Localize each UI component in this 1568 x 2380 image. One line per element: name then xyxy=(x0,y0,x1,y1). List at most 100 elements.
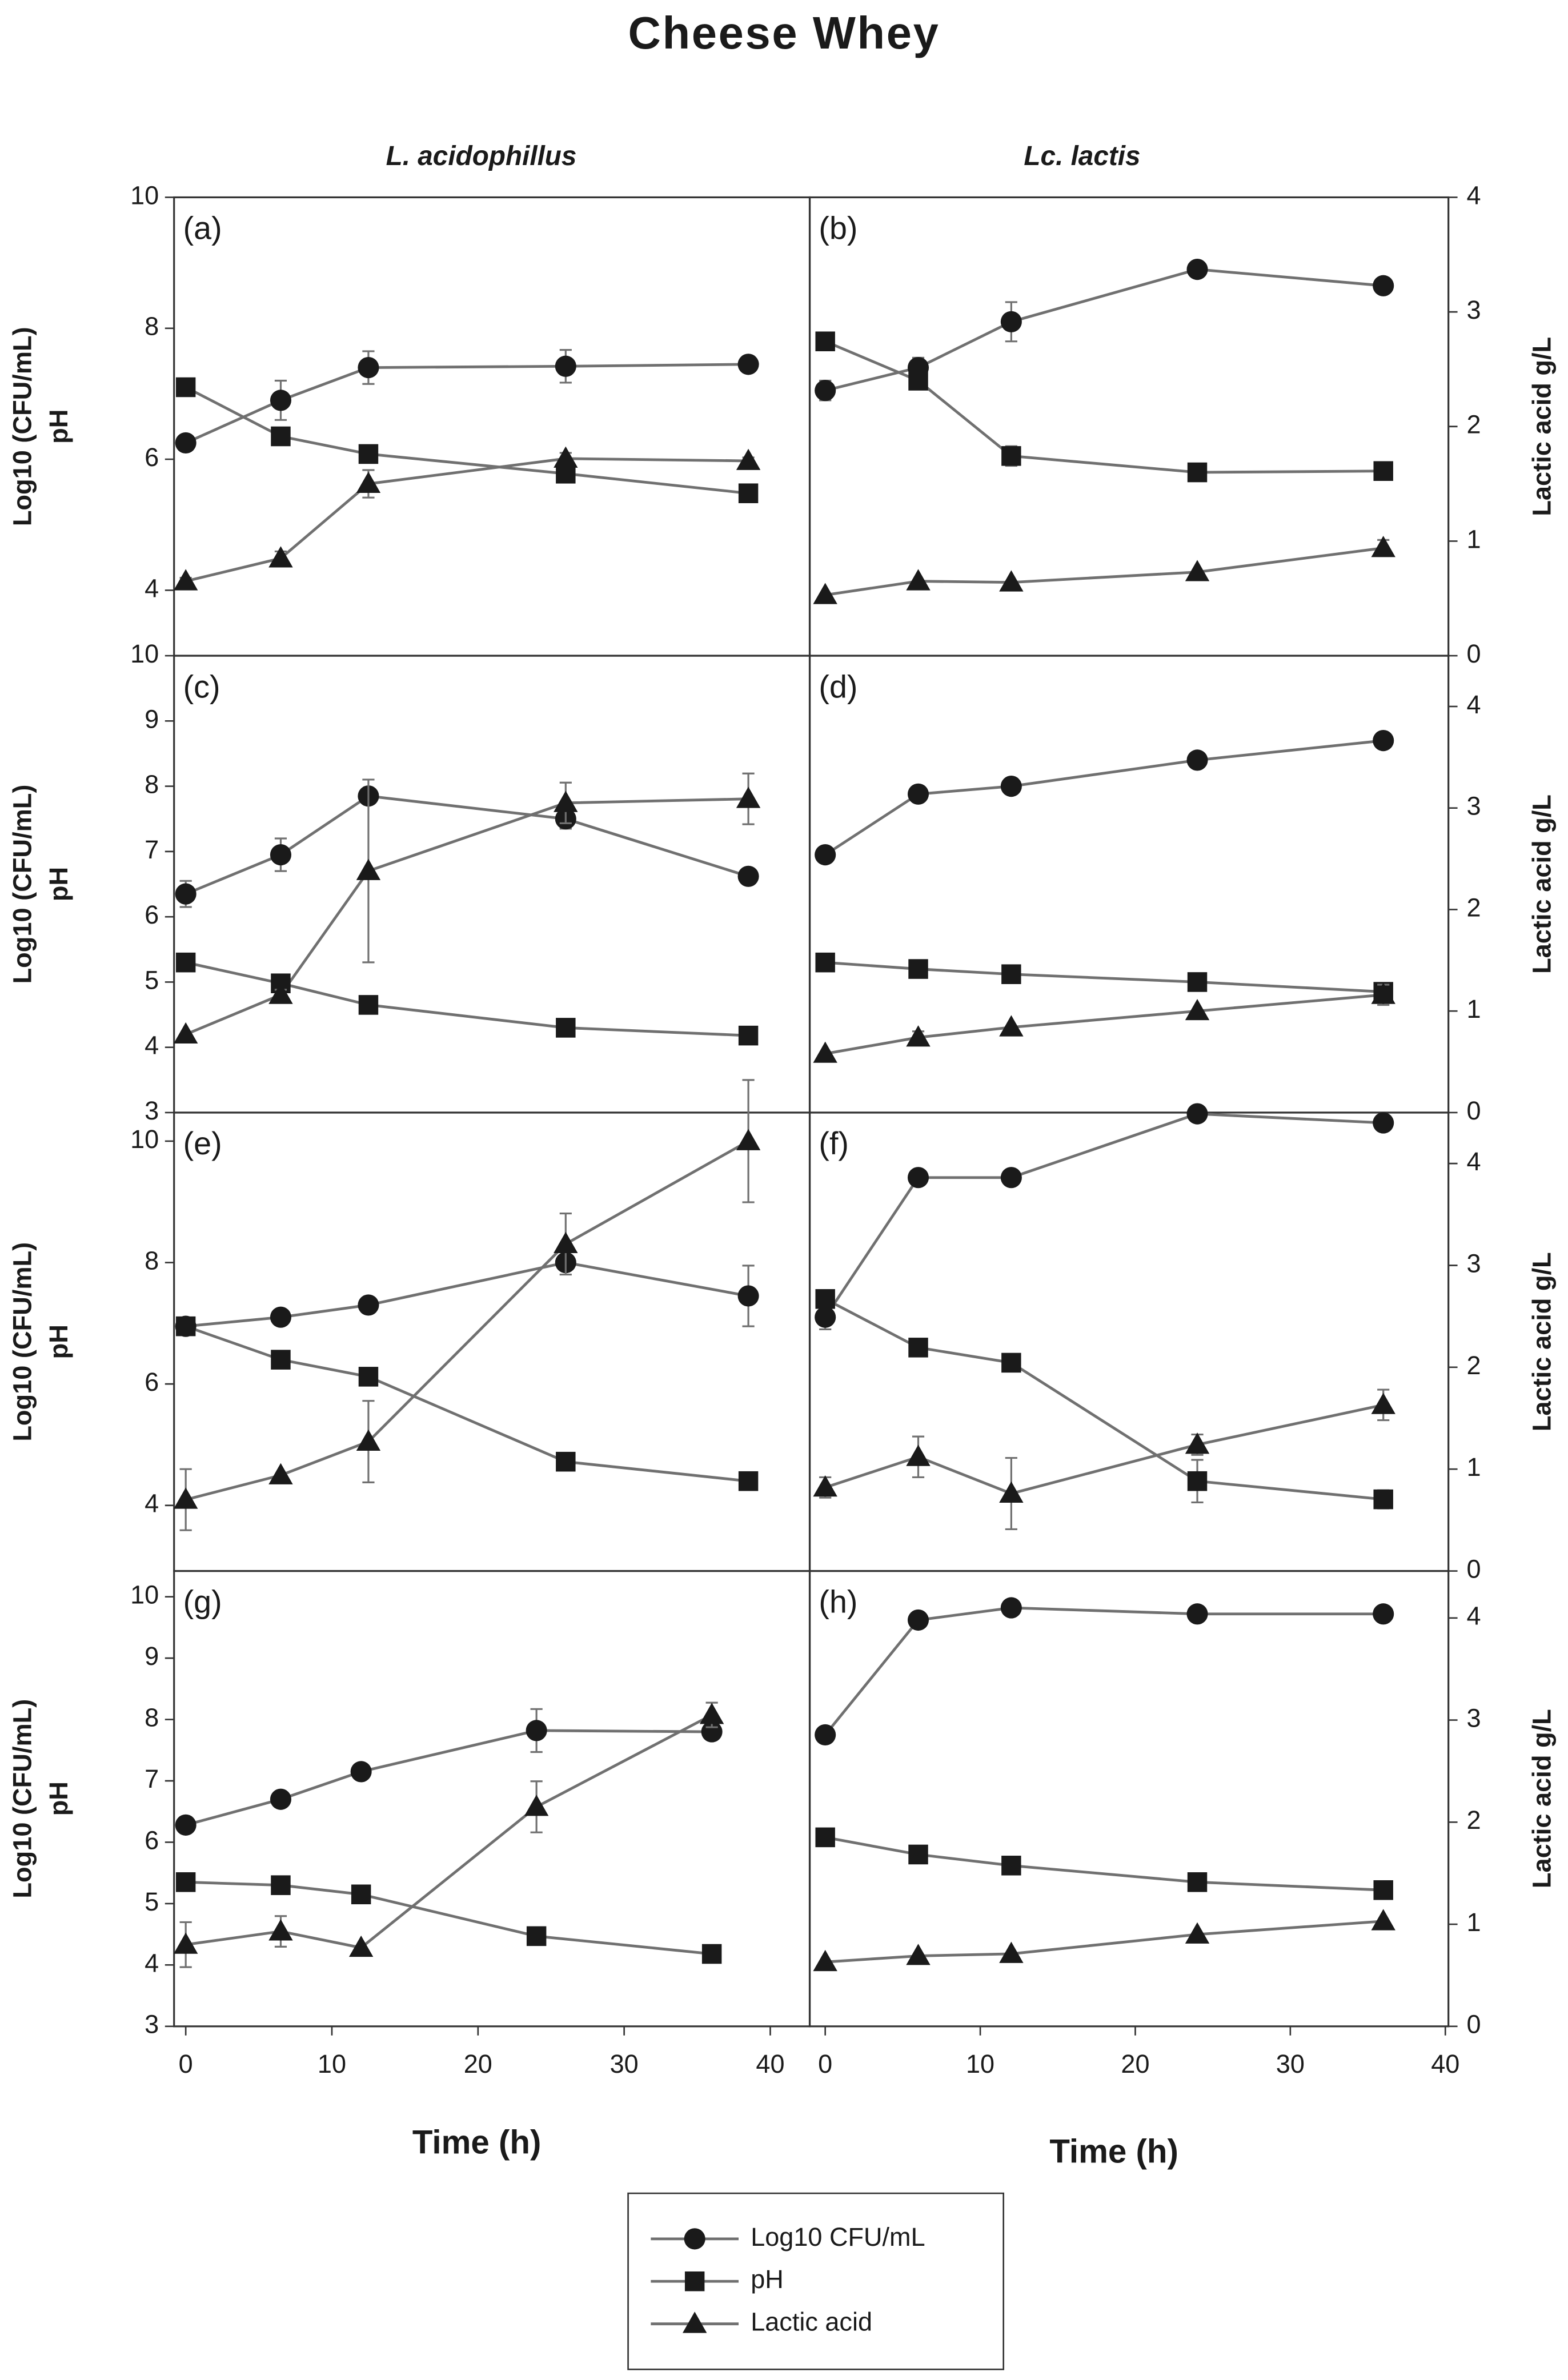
panel-label: (d) xyxy=(819,669,857,704)
data-point xyxy=(350,1761,372,1783)
data-point xyxy=(738,483,759,503)
data-point xyxy=(173,1932,198,1954)
series-line xyxy=(185,1325,749,1483)
y-tick-label: 9 xyxy=(145,1641,159,1671)
y-axis-label: pH xyxy=(44,1781,73,1816)
data-point xyxy=(1186,749,1208,771)
y2-tick-label: 4 xyxy=(1466,690,1481,719)
legend-box xyxy=(627,2192,1005,2370)
y2-tick-label: 0 xyxy=(1466,639,1481,668)
data-point xyxy=(815,331,835,351)
data-point xyxy=(1001,446,1021,466)
data-point xyxy=(1185,1922,1210,1944)
y2-tick-label: 2 xyxy=(1466,1805,1481,1835)
data-point xyxy=(813,1475,837,1497)
y-tick-label: 10 xyxy=(130,180,159,210)
panel-label: (b) xyxy=(819,211,857,246)
data-point xyxy=(1371,536,1395,557)
legend-marker xyxy=(682,2311,707,2333)
data-point xyxy=(999,1941,1024,1963)
y-tick-label: 4 xyxy=(145,573,159,603)
data-point xyxy=(813,1949,837,1972)
data-point xyxy=(908,1844,928,1865)
data-point xyxy=(271,426,291,447)
x-tick-label: 10 xyxy=(318,2049,346,2078)
legend-label: pH xyxy=(751,2265,784,2294)
data-point xyxy=(1187,1872,1208,1892)
data-point xyxy=(737,865,759,887)
y2-tick-label: 1 xyxy=(1466,524,1481,553)
y-tick-label: 3 xyxy=(145,1096,159,1125)
panel-frame xyxy=(808,655,1450,1114)
data-point xyxy=(815,844,836,866)
y-axis-label: Log10 (CFU/mL) xyxy=(7,1699,37,1899)
data-point xyxy=(907,783,929,805)
y-tick-label: 8 xyxy=(145,1246,159,1275)
y-axis-label: Log10 (CFU/mL) xyxy=(7,785,37,984)
data-point xyxy=(556,1018,576,1038)
series-line xyxy=(824,1112,1383,1318)
data-point xyxy=(554,790,578,812)
y2-tick-label: 1 xyxy=(1466,1452,1481,1482)
data-point xyxy=(270,1788,292,1810)
panel-label: (f) xyxy=(819,1126,849,1161)
y-tick-label: 3 xyxy=(145,2010,159,2039)
data-point xyxy=(1373,1112,1394,1134)
data-point xyxy=(907,1609,929,1631)
legend-label: Log10 CFU/mL xyxy=(751,2222,925,2251)
data-point xyxy=(908,959,928,979)
plot-area xyxy=(813,730,1395,1063)
data-point xyxy=(556,1451,576,1472)
y-tick-label: 10 xyxy=(130,1125,159,1154)
data-point xyxy=(738,1471,759,1491)
data-point xyxy=(271,1875,291,1895)
panel-frame xyxy=(173,196,811,657)
data-point xyxy=(1373,730,1394,752)
data-point xyxy=(175,377,196,398)
series-line xyxy=(185,1261,749,1328)
data-point xyxy=(554,446,578,468)
data-point xyxy=(268,546,293,568)
data-point xyxy=(175,1814,196,1836)
y2-axis-label: Lactic acid g/L xyxy=(1527,1709,1557,1888)
x-tick-label: 40 xyxy=(1431,2049,1459,2078)
data-point xyxy=(736,448,761,470)
data-point xyxy=(358,1367,379,1387)
data-point xyxy=(358,444,379,464)
x-tick-label: 20 xyxy=(1121,2049,1149,2078)
data-point xyxy=(699,1703,724,1724)
data-point xyxy=(1185,560,1210,581)
data-point xyxy=(175,1316,196,1337)
y-tick-label: 4 xyxy=(145,1031,159,1060)
y-tick-label: 6 xyxy=(145,1367,159,1396)
panel-frame xyxy=(173,1111,811,1572)
y-tick-label: 4 xyxy=(145,1489,159,1518)
data-point xyxy=(358,1294,379,1316)
y2-tick-label: 3 xyxy=(1466,792,1481,821)
y2-axis-label: Lactic acid g/L xyxy=(1527,794,1557,974)
y-axis-label: pH xyxy=(44,410,73,444)
data-point xyxy=(1000,311,1022,332)
data-point xyxy=(1371,982,1395,1004)
data-point xyxy=(351,1884,371,1905)
plot-area xyxy=(173,1701,724,1968)
data-point xyxy=(906,1444,931,1466)
data-point xyxy=(908,1338,928,1358)
y-tick-label: 6 xyxy=(145,1825,159,1855)
data-point xyxy=(270,390,292,411)
data-point xyxy=(524,1795,549,1816)
x-tick-label: 30 xyxy=(1276,2049,1305,2078)
y2-tick-label: 0 xyxy=(1466,1096,1481,1125)
data-point xyxy=(736,1129,761,1150)
data-point xyxy=(268,982,293,1004)
data-point xyxy=(815,380,836,402)
y2-axis-label: Lactic acid g/L xyxy=(1527,337,1557,516)
y2-tick-label: 3 xyxy=(1466,295,1481,324)
y2-axis-label: Lactic acid g/L xyxy=(1527,1252,1557,1431)
x-tick-label: 30 xyxy=(610,2049,639,2078)
x-tick-label: 0 xyxy=(179,2049,193,2078)
data-point xyxy=(1186,1103,1208,1125)
y2-tick-label: 2 xyxy=(1466,893,1481,922)
series-line xyxy=(824,1606,1383,1736)
